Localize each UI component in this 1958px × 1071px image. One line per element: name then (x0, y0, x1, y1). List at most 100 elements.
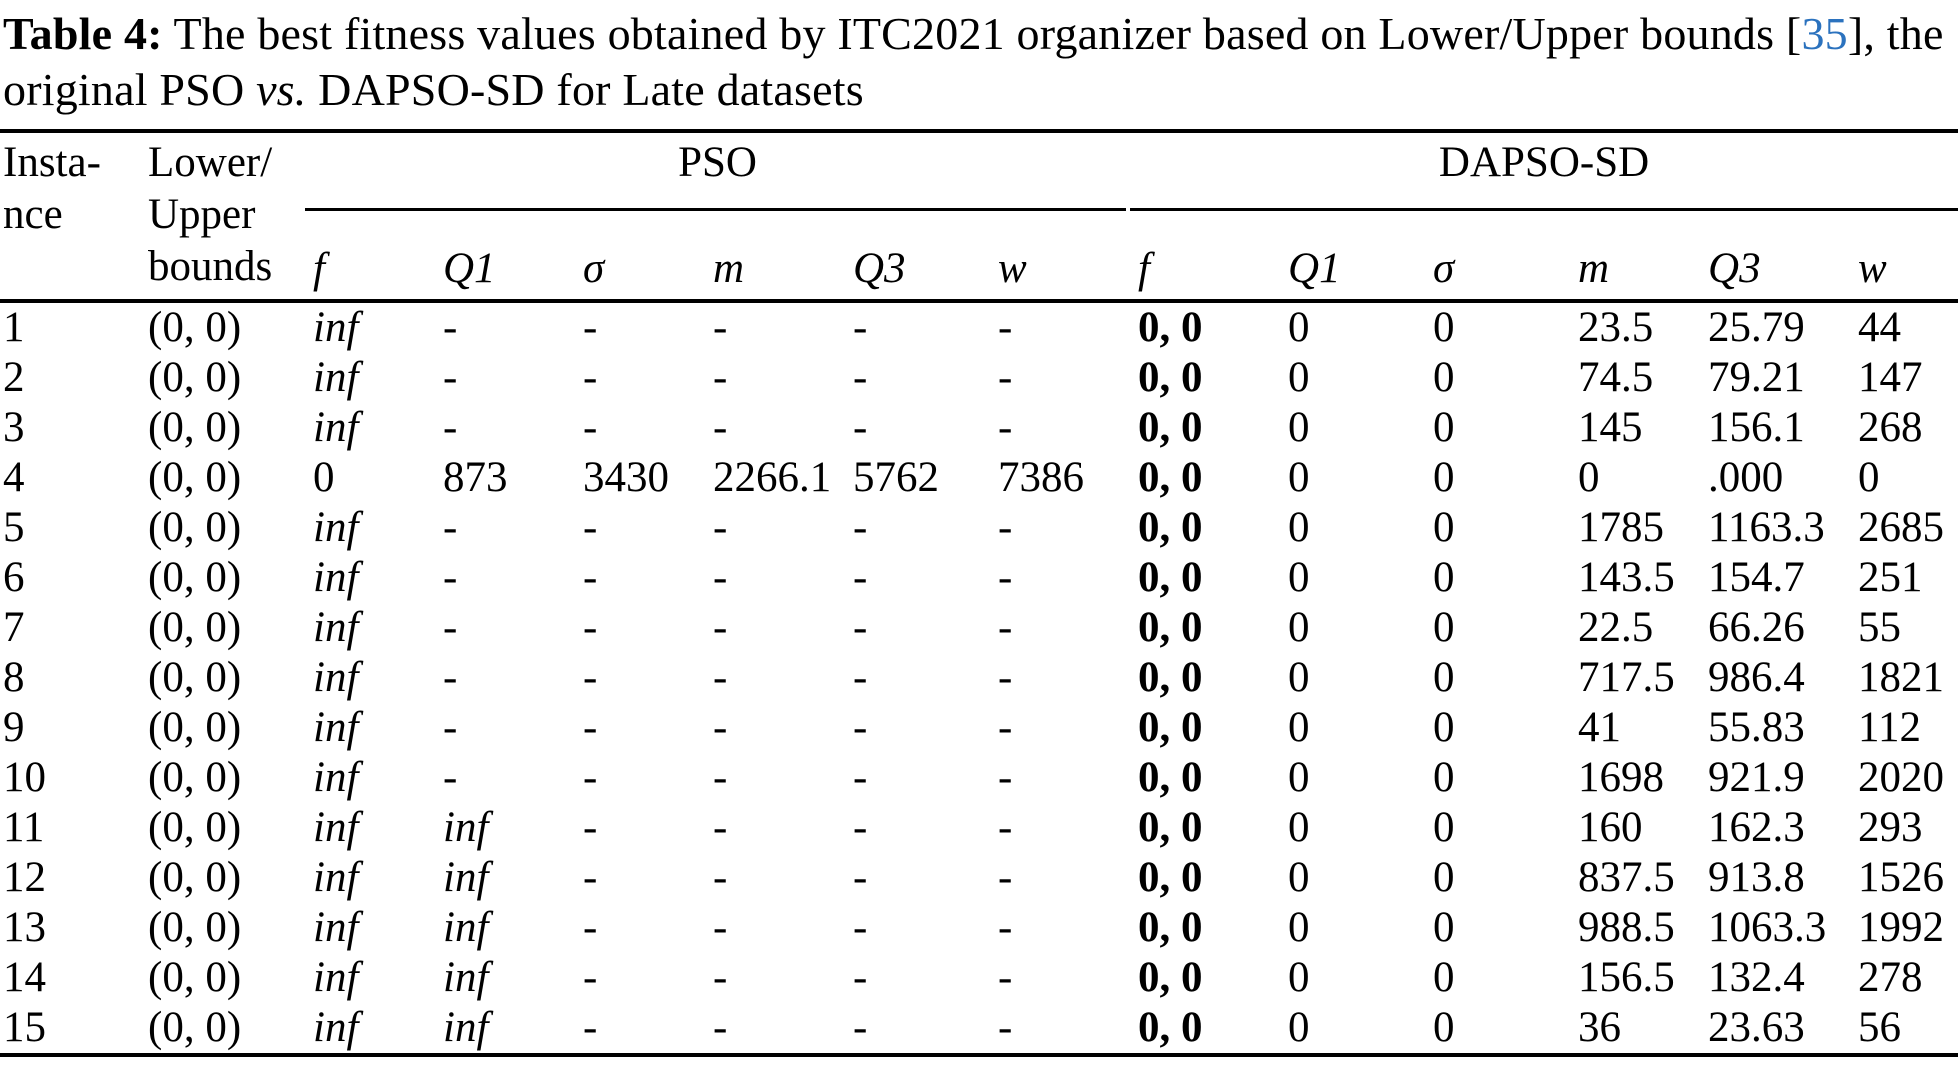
dapso-w-cell: 0 (1858, 454, 1880, 501)
bounds-cell: (0, 0) (148, 854, 242, 901)
pso-q3-cell: - (853, 354, 868, 401)
pso-m-cell: - (713, 354, 728, 401)
instance-cell: 6 (3, 554, 25, 601)
pso-m-cell: - (713, 404, 728, 451)
pso-q3-cell: - (853, 954, 868, 1001)
dapso-w-cell: 44 (1858, 304, 1902, 351)
table-row: 9 (0, 0) inf - - - - - 0, 0 0 0 41 55.83… (0, 703, 1958, 753)
pso-w-cell: - (998, 1004, 1013, 1051)
dapso-f-cell: 0, 0 (1138, 554, 1203, 601)
dapso-f-cell: 0, 0 (1138, 954, 1203, 1001)
instance-header-line1: Insta- (3, 139, 101, 186)
pso-sigma-cell: - (583, 404, 598, 451)
dapso-m-cell: 717.5 (1578, 654, 1675, 701)
dapso-sigma-cell: 0 (1433, 554, 1455, 601)
dapso-q1-cell: 0 (1288, 304, 1310, 351)
pso-q3-cell: - (853, 304, 868, 351)
table-body: 1 (0, 0) inf - - - - - 0, 0 0 0 23.5 25.… (0, 301, 1958, 1055)
dapso-w-cell: 112 (1858, 704, 1921, 751)
pso-w-cell: - (998, 754, 1013, 801)
pso-m-cell: 2266.1 (713, 454, 832, 501)
dapso-m-cell: 160 (1578, 804, 1643, 851)
dapso-m-cell: 41 (1578, 704, 1622, 751)
pso-f-cell: inf (313, 404, 359, 451)
table-row: 5 (0, 0) inf - - - - - 0, 0 0 0 1785 116… (0, 503, 1958, 553)
instance-cell: 13 (3, 904, 46, 951)
dapso-f-cell: 0, 0 (1138, 404, 1203, 451)
dapso-sigma-cell: 0 (1433, 854, 1455, 901)
bounds-cell: (0, 0) (148, 704, 242, 751)
dapso-q1-cell: 0 (1288, 354, 1310, 401)
dapso-sigma-cell: 0 (1433, 604, 1455, 651)
instance-cell: 12 (3, 854, 46, 901)
dapso-q1-cell: 0 (1288, 954, 1310, 1001)
dapso-f-cell: 0, 0 (1138, 354, 1203, 401)
header-row-metrics: f Q1 σ m Q3 w f Q1 σ m Q3 w (0, 211, 1958, 301)
pso-q1-cell: - (443, 354, 458, 401)
dapso-f-cell: 0, 0 (1138, 504, 1203, 551)
dapso-w-cell: 268 (1858, 404, 1923, 451)
dapso-q1-cell: 0 (1288, 904, 1310, 951)
pso-f-cell: 0 (313, 454, 335, 501)
pso-w-cell: - (998, 554, 1013, 601)
pso-f-cell: inf (313, 304, 359, 351)
dapso-f-cell: 0, 0 (1138, 754, 1203, 801)
dapso-q1-cell: 0 (1288, 604, 1310, 651)
dapso-f-cell: 0, 0 (1138, 654, 1203, 701)
instance-cell: 2 (3, 354, 25, 401)
header-row-groups: Insta-nce Lower/Upper bounds PSO DAPSO-SD (0, 131, 1958, 290)
pso-q3-cell: - (853, 504, 868, 551)
pso-q3-cell: 5762 (853, 454, 939, 501)
pso-w-cell: - (998, 654, 1013, 701)
results-table: Insta-nce Lower/Upper bounds PSO DAPSO-SD… (0, 129, 1958, 1057)
dapso-f-cell: 0, 0 (1138, 604, 1203, 651)
pso-q3-cell: - (853, 704, 868, 751)
pso-q3-cell: - (853, 554, 868, 601)
pso-m-cell: - (713, 1004, 728, 1051)
col-header-dapso-sigma: σ (1433, 245, 1455, 292)
pso-w-cell: - (998, 904, 1013, 951)
pso-q1-cell: 873 (443, 454, 508, 501)
bounds-cell: (0, 0) (148, 454, 242, 501)
dapso-m-cell: 0 (1578, 454, 1600, 501)
col-header-pso-sigma: σ (583, 245, 605, 292)
dapso-w-cell: 2685 (1858, 504, 1945, 551)
bounds-header-line3: bounds (148, 243, 273, 290)
pso-q1-cell: - (443, 554, 458, 601)
pso-w-cell: - (998, 854, 1013, 901)
pso-q1-cell: inf (443, 1004, 489, 1051)
pso-q1-cell: inf (443, 854, 489, 901)
col-header-pso-f: f (313, 245, 325, 292)
dapso-f-cell: 0, 0 (1138, 854, 1203, 901)
pso-f-cell: inf (313, 804, 359, 851)
pso-f-cell: inf (313, 854, 359, 901)
col-header-dapso-w: w (1858, 245, 1887, 292)
pso-w-cell: - (998, 954, 1013, 1001)
table-row: 10 (0, 0) inf - - - - - 0, 0 0 0 1698 92… (0, 753, 1958, 803)
bounds-cell: (0, 0) (148, 754, 242, 801)
col-header-bounds: Lower/Upper bounds (140, 131, 305, 301)
pso-sigma-cell: - (583, 654, 598, 701)
citation-link[interactable]: 35 (1801, 8, 1848, 59)
col-header-dapso-m: m (1578, 245, 1610, 292)
dapso-m-cell: 837.5 (1578, 854, 1675, 901)
dapso-q1-cell: 0 (1288, 854, 1310, 901)
pso-w-cell: - (998, 604, 1013, 651)
pso-sigma-cell: - (583, 804, 598, 851)
col-header-instance: Insta-nce (0, 131, 140, 301)
pso-w-cell: - (998, 354, 1013, 401)
dapso-q1-cell: 0 (1288, 704, 1310, 751)
dapso-f-cell: 0, 0 (1138, 904, 1203, 951)
pso-q1-cell: - (443, 504, 458, 551)
pso-q1-cell: - (443, 704, 458, 751)
dapso-w-cell: 1821 (1858, 654, 1945, 701)
pso-m-cell: - (713, 704, 728, 751)
pso-sigma-cell: - (583, 704, 598, 751)
table-row: 3 (0, 0) inf - - - - - 0, 0 0 0 145 156.… (0, 403, 1958, 453)
dapso-f-cell: 0, 0 (1138, 704, 1203, 751)
dapso-m-cell: 36 (1578, 1004, 1622, 1051)
dapso-q3-cell: 23.63 (1708, 1004, 1805, 1051)
dapso-w-cell: 1526 (1858, 854, 1945, 901)
pso-f-cell: inf (313, 954, 359, 1001)
bounds-cell: (0, 0) (148, 354, 242, 401)
